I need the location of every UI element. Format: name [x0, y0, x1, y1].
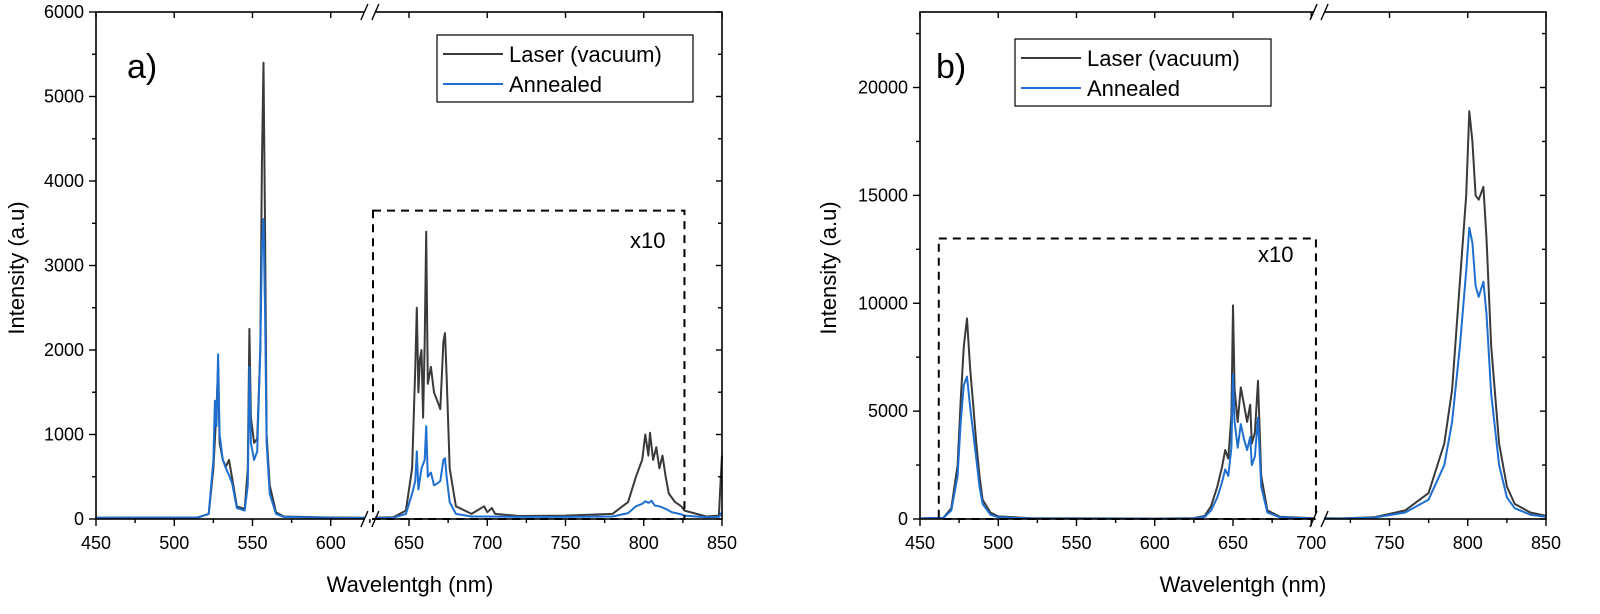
- chart-a-x-axis-title: Wavelentgh (nm): [327, 572, 494, 597]
- chart-b-annotation-x10: x10: [1258, 242, 1293, 267]
- chart-a-x10-region: [372, 209, 686, 520]
- chart-b-x-tick-label: 700: [1296, 533, 1326, 553]
- chart-b-x-tick-label: 650: [1218, 533, 1248, 553]
- chart-b-x-tick-label: 450: [905, 533, 935, 553]
- chart-a-x-tick-label: 800: [629, 533, 659, 553]
- chart-b-x-tick-label: 550: [1061, 533, 1091, 553]
- chart-a-legend-label-laser: Laser (vacuum): [509, 42, 662, 67]
- chart-a-panel-label: a): [127, 48, 157, 86]
- chart-b-x-tick-label: 750: [1374, 533, 1404, 553]
- chart-a-axis-break-mark: [371, 3, 380, 21]
- chart-a-x-tick-label: 600: [316, 533, 346, 553]
- chart-a-series-laser: [95, 61, 723, 519]
- chart-a-legend: Laser (vacuum) Annealed: [436, 34, 694, 103]
- chart-b-series-group: [919, 110, 1547, 520]
- chart-a-x-tick-label: 850: [707, 533, 737, 553]
- chart-a-x-tick-label: 650: [394, 533, 424, 553]
- chart-a-y-tick-label: 1000: [44, 425, 84, 445]
- chart-b-y-tick-label: 10000: [858, 293, 908, 313]
- chart-a-series-annealed: [95, 218, 723, 519]
- chart-b-legend-label-annealed: Annealed: [1087, 76, 1180, 101]
- chart-b-legend: Laser (vacuum) Annealed: [1014, 38, 1272, 107]
- chart-b-axis-break-gap: [1314, 511, 1325, 527]
- chart-a-legend-label-annealed: Annealed: [509, 72, 602, 97]
- chart-b-x-tick-label: 600: [1140, 533, 1170, 553]
- chart-a-legend-box: [436, 34, 694, 103]
- chart-a-axis-break-mark: [360, 3, 369, 21]
- chart-a-x-tick-label: 550: [237, 533, 267, 553]
- chart-b-series-laser: [919, 110, 1547, 520]
- chart-b-y-axis-title: Intensity (a.u): [816, 201, 841, 334]
- chart-b-legend-label-laser: Laser (vacuum): [1087, 46, 1240, 71]
- chart-a-ticks: 450 500 550 600 650 700 750 800 850 0 1000 2000 3000…: [44, 2, 737, 553]
- chart-a-axis-break-gap: [364, 4, 375, 20]
- chart-b-x10-region: [937, 237, 1317, 520]
- chart-a-y-tick-label: 3000: [44, 256, 84, 276]
- chart-b-axis-break-gap: [1314, 4, 1325, 20]
- chart-a-y-tick-label: 2000: [44, 340, 84, 360]
- chart-a-series-group: [95, 61, 723, 519]
- chart-b-y-tick-label: 5000: [868, 401, 908, 421]
- chart-b-x-tick-label: 500: [983, 533, 1013, 553]
- chart-b-legend-box: [1014, 38, 1272, 107]
- chart-panel-b: 450 500 550 600 650 700 750 800 850 0 5000 10000 150…: [816, 3, 1561, 597]
- chart-a-y-tick-label: 0: [74, 509, 84, 529]
- chart-a-annotation-x10: x10: [630, 228, 665, 253]
- chart-a-axis-break-mark: [360, 510, 369, 528]
- chart-panel-a: 450 500 550 600 650 700 750 800 850 0 1000 2000 3000…: [4, 2, 737, 597]
- chart-b-zoom-box: [937, 237, 1317, 520]
- chart-b-panel-label: b): [936, 48, 966, 86]
- chart-a-x-tick-label: 500: [159, 533, 189, 553]
- chart-a-y-axis-title: Intensity (a.u): [4, 201, 29, 334]
- chart-b-x-axis-title: Wavelentgh (nm): [1160, 572, 1327, 597]
- chart-b-y-tick-label: 20000: [858, 78, 908, 98]
- chart-a-x-tick-label: 450: [81, 533, 111, 553]
- chart-a-y-tick-label: 6000: [44, 2, 84, 22]
- chart-b-y-tick-label: 0: [898, 509, 908, 529]
- chart-a-x-tick-label: 700: [472, 533, 502, 553]
- chart-b-y-tick-label: 15000: [858, 185, 908, 205]
- chart-b-series-annealed: [919, 226, 1547, 520]
- chart-b-x-tick-label: 800: [1453, 533, 1483, 553]
- chart-a-zoom-box: [372, 209, 686, 520]
- chart-a-y-tick-label: 4000: [44, 171, 84, 191]
- chart-a-y-tick-label: 5000: [44, 87, 84, 107]
- chart-b-ticks: 450 500 550 600 650 700 750 800 850 0 5000 10000 150…: [858, 12, 1561, 553]
- chart-a-x-tick-label: 750: [550, 533, 580, 553]
- chart-b-axis-break-mark: [1320, 510, 1329, 528]
- chart-b-x-tick-label: 850: [1531, 533, 1561, 553]
- chart-b-axis-break-mark: [1320, 3, 1329, 21]
